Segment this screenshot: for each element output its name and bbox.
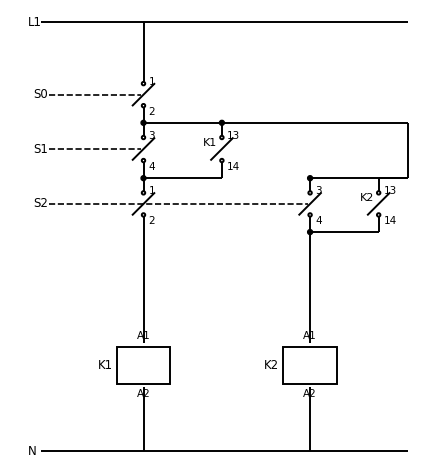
Circle shape: [308, 176, 312, 180]
Text: A2: A2: [303, 390, 317, 399]
Text: 4: 4: [148, 162, 155, 172]
Text: L1: L1: [28, 16, 43, 29]
Bar: [117, 347, 171, 384]
Text: S1: S1: [33, 143, 48, 155]
Text: 2: 2: [148, 216, 155, 227]
Text: 13: 13: [227, 131, 240, 141]
Text: K1: K1: [203, 138, 217, 147]
Bar: [283, 347, 337, 384]
Text: 3: 3: [315, 187, 322, 196]
Text: S0: S0: [33, 88, 48, 101]
Text: K2: K2: [264, 359, 279, 372]
Text: 4: 4: [315, 216, 322, 227]
Text: A2: A2: [137, 390, 151, 399]
Text: K1: K1: [98, 359, 113, 372]
Circle shape: [308, 230, 312, 235]
Text: A1: A1: [137, 331, 151, 341]
Text: S2: S2: [33, 197, 48, 211]
Text: K2: K2: [359, 193, 374, 203]
Text: 14: 14: [384, 216, 397, 227]
Text: N: N: [28, 445, 37, 457]
Circle shape: [220, 121, 224, 125]
Text: 2: 2: [148, 107, 155, 117]
Text: A1: A1: [303, 331, 317, 341]
Text: 13: 13: [384, 187, 397, 196]
Text: 1: 1: [148, 77, 155, 87]
Text: 14: 14: [227, 162, 240, 172]
Text: 1: 1: [148, 187, 155, 196]
Circle shape: [141, 121, 146, 125]
Text: 3: 3: [148, 131, 155, 141]
Circle shape: [141, 176, 146, 180]
